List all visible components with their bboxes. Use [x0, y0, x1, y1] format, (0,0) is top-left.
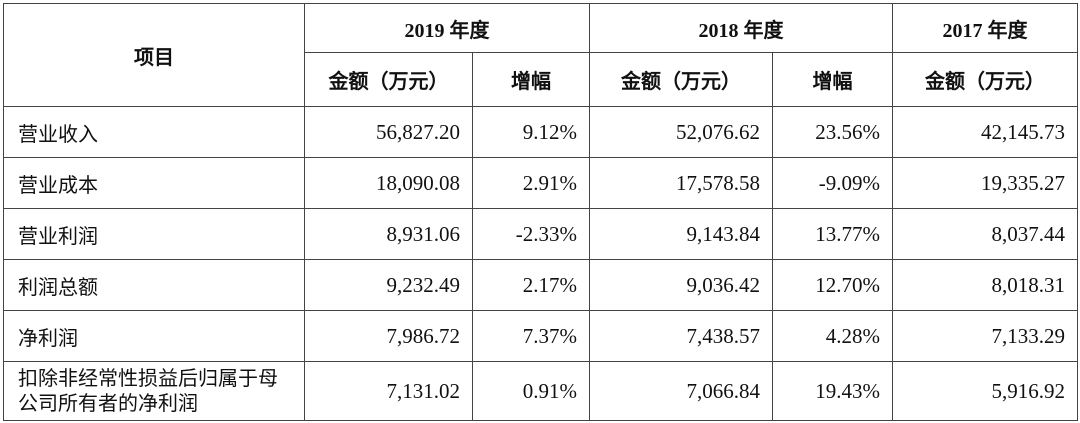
- cell-2018-growth: 13.77%: [772, 208, 893, 260]
- cell-2019-amount: 8,931.06: [304, 208, 473, 260]
- cell-2017-amount: 8,018.31: [892, 259, 1078, 311]
- table-row: 营业收入 56,827.20 9.12% 52,076.62 23.56% 42…: [3, 106, 1078, 158]
- cell-2019-growth: 2.17%: [472, 259, 590, 311]
- cell-2018-amount: 7,066.84: [589, 361, 773, 421]
- row-label: 利润总额: [3, 259, 305, 311]
- header-amount-2019: 金额（万元）: [304, 52, 473, 107]
- row-label: 扣除非经常性损益后归属于母公司所有者的净利润: [3, 361, 305, 421]
- header-year-2017: 2017 年度: [892, 3, 1078, 53]
- cell-2018-growth: 23.56%: [772, 106, 893, 158]
- cell-2019-amount: 56,827.20: [304, 106, 473, 158]
- table-row: 利润总额 9,232.49 2.17% 9,036.42 12.70% 8,01…: [3, 259, 1078, 311]
- cell-2017-amount: 8,037.44: [892, 208, 1078, 260]
- cell-2018-amount: 7,438.57: [589, 310, 773, 362]
- cell-2018-growth: 19.43%: [772, 361, 893, 421]
- header-growth-2019: 增幅: [472, 52, 590, 107]
- cell-2018-amount: 52,076.62: [589, 106, 773, 158]
- cell-2019-amount: 9,232.49: [304, 259, 473, 311]
- row-label: 营业利润: [3, 208, 305, 260]
- table-row: 营业利润 8,931.06 -2.33% 9,143.84 13.77% 8,0…: [3, 208, 1078, 260]
- cell-2019-growth: 7.37%: [472, 310, 590, 362]
- header-year-2019: 2019 年度: [304, 3, 590, 53]
- cell-2019-growth: 2.91%: [472, 157, 590, 209]
- cell-2018-growth: 12.70%: [772, 259, 893, 311]
- header-amount-2018: 金额（万元）: [589, 52, 773, 107]
- header-growth-2018: 增幅: [772, 52, 893, 107]
- cell-2019-amount: 7,986.72: [304, 310, 473, 362]
- cell-2017-amount: 5,916.92: [892, 361, 1078, 421]
- financial-table: 项目 2019 年度 2018 年度 2017 年度 金额（万元） 增幅 金额（…: [3, 3, 1078, 421]
- cell-2018-amount: 9,143.84: [589, 208, 773, 260]
- cell-2019-growth: 0.91%: [472, 361, 590, 421]
- cell-2017-amount: 19,335.27: [892, 157, 1078, 209]
- cell-2019-growth: -2.33%: [472, 208, 590, 260]
- header-amount-2017: 金额（万元）: [892, 52, 1078, 107]
- cell-2018-growth: -9.09%: [772, 157, 893, 209]
- cell-2019-amount: 18,090.08: [304, 157, 473, 209]
- table-row: 营业成本 18,090.08 2.91% 17,578.58 -9.09% 19…: [3, 157, 1078, 209]
- cell-2017-amount: 42,145.73: [892, 106, 1078, 158]
- table-row: 扣除非经常性损益后归属于母公司所有者的净利润 7,131.02 0.91% 7,…: [3, 361, 1078, 421]
- cell-2019-growth: 9.12%: [472, 106, 590, 158]
- cell-2018-amount: 9,036.42: [589, 259, 773, 311]
- cell-2018-amount: 17,578.58: [589, 157, 773, 209]
- row-label: 营业成本: [3, 157, 305, 209]
- cell-2017-amount: 7,133.29: [892, 310, 1078, 362]
- cell-2018-growth: 4.28%: [772, 310, 893, 362]
- header-year-2018: 2018 年度: [589, 3, 893, 53]
- row-label: 净利润: [3, 310, 305, 362]
- cell-2019-amount: 7,131.02: [304, 361, 473, 421]
- header-row-years: 项目 2019 年度 2018 年度 2017 年度: [3, 3, 1078, 107]
- table-row: 净利润 7,986.72 7.37% 7,438.57 4.28% 7,133.…: [3, 310, 1078, 362]
- header-item: 项目: [3, 3, 305, 107]
- row-label: 营业收入: [3, 106, 305, 158]
